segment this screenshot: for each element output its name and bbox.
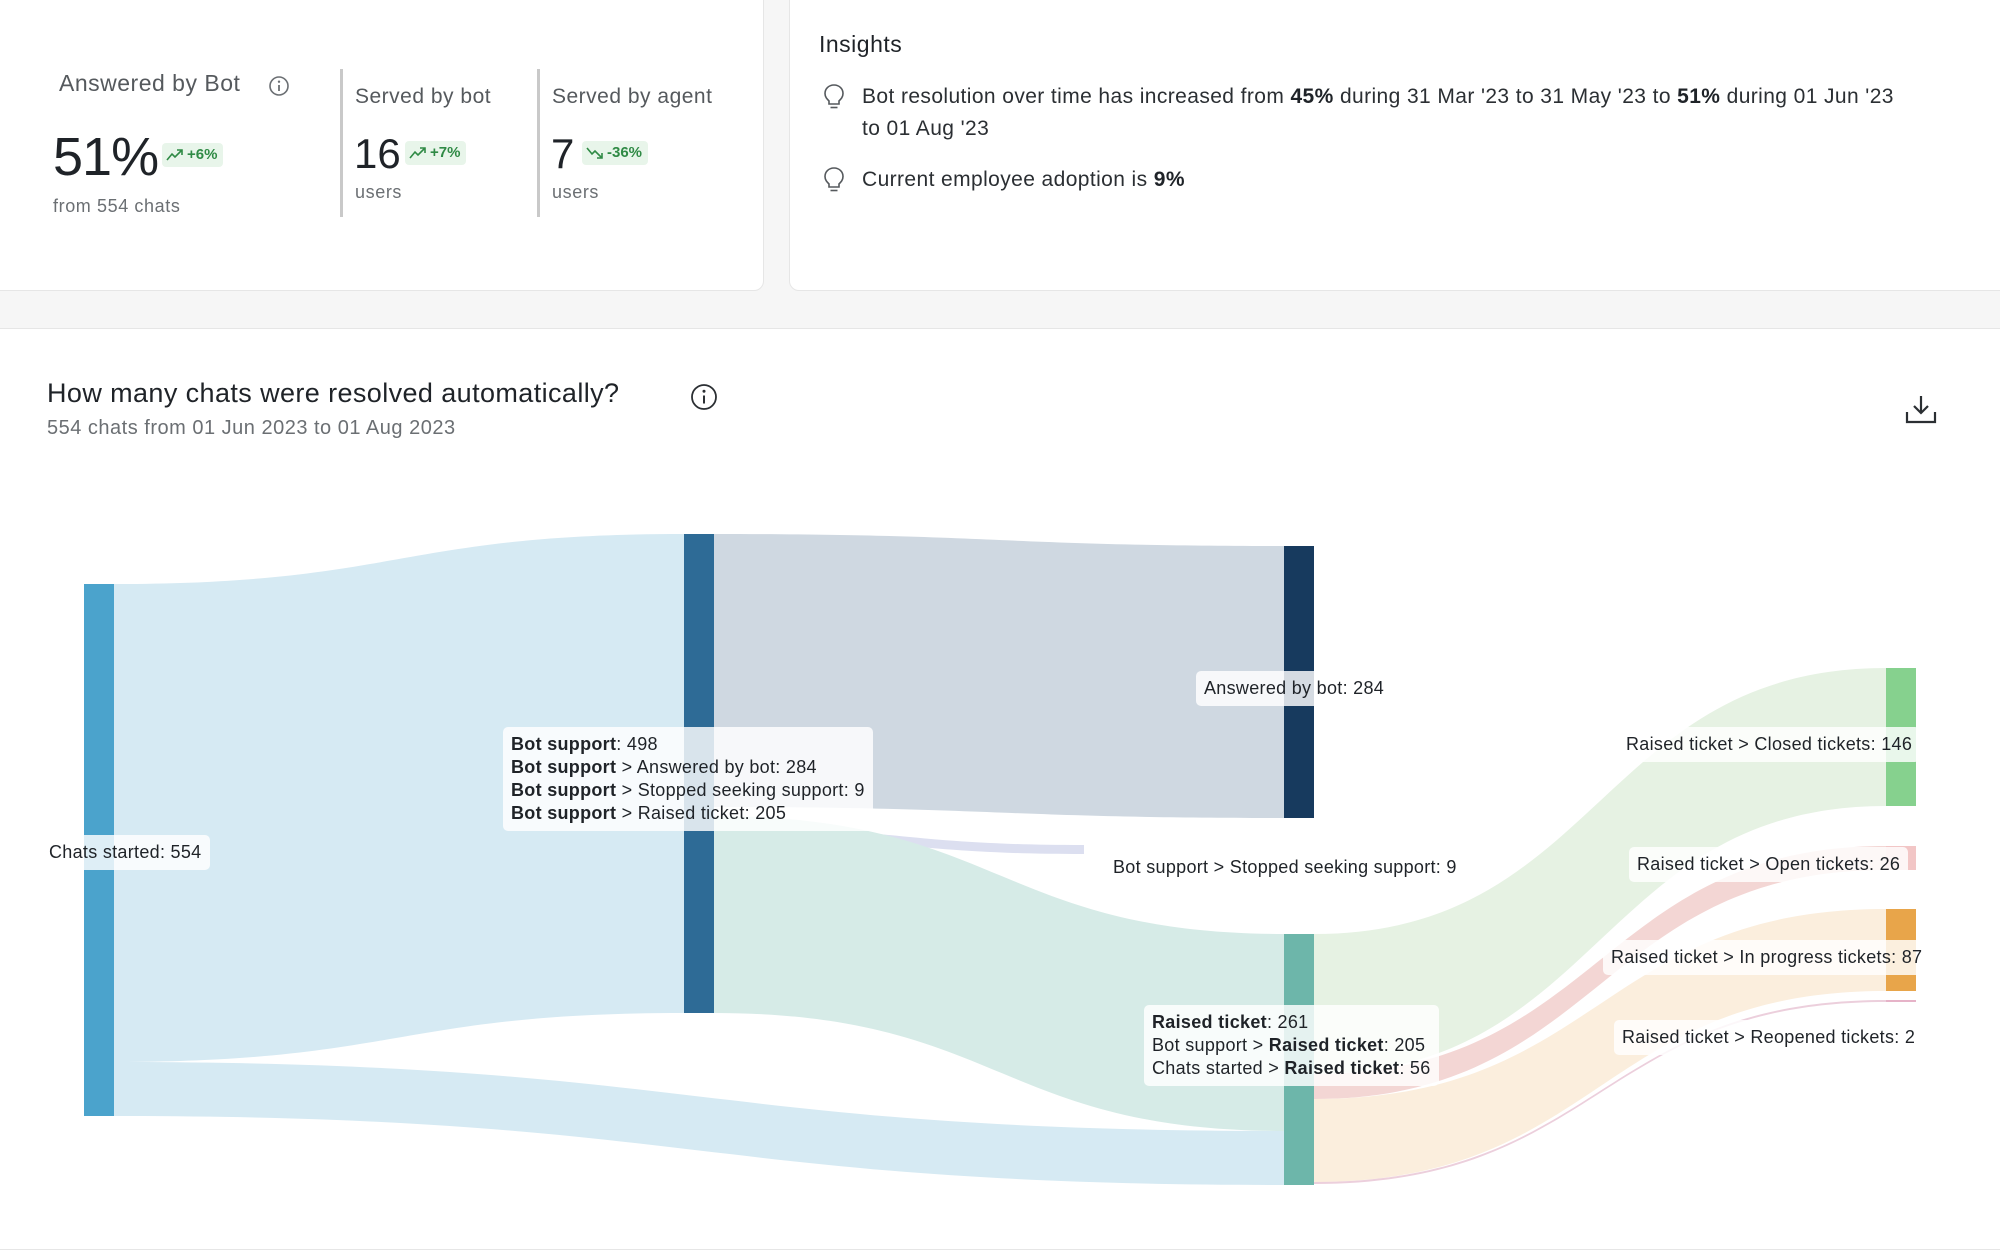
tooltip-text: : 261: [1266, 1012, 1309, 1032]
served-by-bot-sub: users: [355, 182, 403, 202]
tooltip-bold: Bot support: [511, 734, 617, 754]
chats-started-label: Chats started: 554: [41, 835, 210, 870]
delta-text: -36%: [607, 144, 643, 161]
served-by-bot-title: Served by bot: [355, 85, 492, 108]
served-by-bot-value: 16: [354, 130, 401, 177]
tooltip-line: Bot support > Raised ticket: 205: [511, 802, 865, 825]
insight-text: during 01 Jun '23: [1720, 85, 1894, 108]
tooltip-line: Bot support: 498: [511, 733, 865, 756]
in-progress-tickets-label: Raised ticket > In progress tickets: 87: [1603, 940, 1931, 975]
insight-item: Current employee adoption is 9%: [862, 164, 1185, 196]
served-by-bot-delta: +7%: [405, 141, 467, 165]
sankey-node-reopened[interactable]: [1886, 1000, 1916, 1002]
served-by-agent-delta: -36%: [582, 141, 649, 165]
tooltip-line: Bot support > Answered by bot: 284: [511, 756, 865, 779]
served-by-agent-title: Served by agent: [552, 85, 713, 108]
chart-subtitle: 554 chats from 01 Jun 2023 to 01 Aug 202…: [47, 417, 456, 439]
sankey-link-raised-ticket-to-reopened[interactable]: [1314, 1000, 1886, 1184]
chart-title: How many chats were resolved automatical…: [47, 378, 620, 408]
lightbulb-icon: [824, 167, 844, 192]
lightbulb-icon: [824, 84, 844, 109]
answered-by-bot-label: Answered by Bot: [59, 70, 241, 96]
tooltip-bold: Raised ticket: [1268, 1035, 1384, 1055]
info-icon[interactable]: [268, 75, 290, 97]
answered-by-bot-delta: +6%: [162, 143, 224, 167]
kpi-divider: [537, 69, 540, 217]
tooltip-text: : 56: [1399, 1058, 1431, 1078]
insight-text: Current employee adoption is: [862, 168, 1154, 191]
served-by-agent-value: 7: [551, 130, 575, 177]
sankey-link-raised-ticket-to-closed[interactable]: [1314, 668, 1886, 1074]
insight-text: to 01 Aug '23: [862, 117, 990, 140]
sankey-link-chats-started-to-raised-ticket[interactable]: [114, 1062, 1284, 1185]
tooltip-text: > Answered by bot: 284: [616, 757, 817, 777]
tooltip-text: : 205: [1383, 1035, 1426, 1055]
tooltip-line: Raised ticket: 261: [1152, 1011, 1431, 1034]
insights-card: [789, 0, 2000, 291]
sankey-link-bot-support-to-raised-ticket[interactable]: [714, 816, 1284, 1131]
sankey-link-raised-ticket-to-in-progress[interactable]: [1314, 909, 1886, 1182]
tooltip-bold: Bot support: [511, 757, 617, 777]
tooltip-bold: Bot support: [511, 780, 617, 800]
tooltip-text: > Raised ticket: 205: [616, 803, 787, 823]
insight-highlight: 9%: [1153, 168, 1185, 191]
answered-by-bot-title: Answered by Bot: [59, 70, 240, 97]
trend-up-icon: [409, 147, 426, 159]
tooltip-text: Bot support >: [1152, 1035, 1269, 1055]
sankey-link-chats-started-to-bot-support[interactable]: [114, 534, 684, 1062]
insight-item: Bot resolution over time has increased f…: [862, 81, 1894, 145]
answered-by-bot-sub: from 554 chats: [53, 196, 181, 216]
tooltip-text: Chats started >: [1152, 1058, 1285, 1078]
stopped-seeking-label: Bot support > Stopped seeking support: 9: [1105, 850, 1465, 885]
tooltip-bold: Raised ticket: [1152, 1012, 1267, 1032]
info-icon[interactable]: [690, 383, 718, 411]
bot-support-tooltip: Bot support: 498 Bot support > Answered …: [503, 727, 873, 831]
tooltip-line: Chats started > Raised ticket: 56: [1152, 1057, 1431, 1080]
raised-ticket-tooltip: Raised ticket: 261 Bot support > Raised …: [1144, 1005, 1439, 1086]
tooltip-line: Bot support > Stopped seeking support: 9: [511, 779, 865, 802]
served-by-agent-sub: users: [552, 182, 600, 202]
answered-by-bot-value: 51%: [53, 127, 159, 187]
answered-by-bot-label: Answered by bot: 284: [1196, 671, 1393, 706]
delta-text: +6%: [187, 146, 218, 163]
open-tickets-label: Raised ticket > Open tickets: 26: [1629, 847, 1909, 882]
tooltip-line: Bot support > Raised ticket: 205: [1152, 1034, 1431, 1057]
insight-highlight: 45%: [1290, 85, 1334, 108]
tooltip-bold: Raised ticket: [1284, 1058, 1400, 1078]
trend-down-icon: [586, 147, 603, 159]
insight-highlight: 51%: [1677, 85, 1721, 108]
reopened-tickets-label: Raised ticket > Reopened tickets: 2: [1614, 1020, 1924, 1055]
tooltip-bold: Bot support: [511, 803, 617, 823]
insight-text: Bot resolution over time has increased f…: [862, 85, 1291, 108]
kpi-divider: [340, 69, 343, 217]
sankey-link-raised-ticket-to-open[interactable]: [1314, 846, 1886, 1099]
download-icon[interactable]: [1904, 392, 1938, 426]
insights-title: Insights: [819, 31, 903, 57]
trend-up-icon: [166, 149, 183, 161]
closed-tickets-label: Raised ticket > Closed tickets: 146: [1618, 727, 1921, 762]
delta-text: +7%: [430, 144, 461, 161]
insight-text: during 31 Mar '23 to 31 May '23 to: [1333, 85, 1678, 108]
tooltip-text: > Stopped seeking support: 9: [616, 780, 865, 800]
tooltip-text: : 498: [616, 734, 658, 754]
